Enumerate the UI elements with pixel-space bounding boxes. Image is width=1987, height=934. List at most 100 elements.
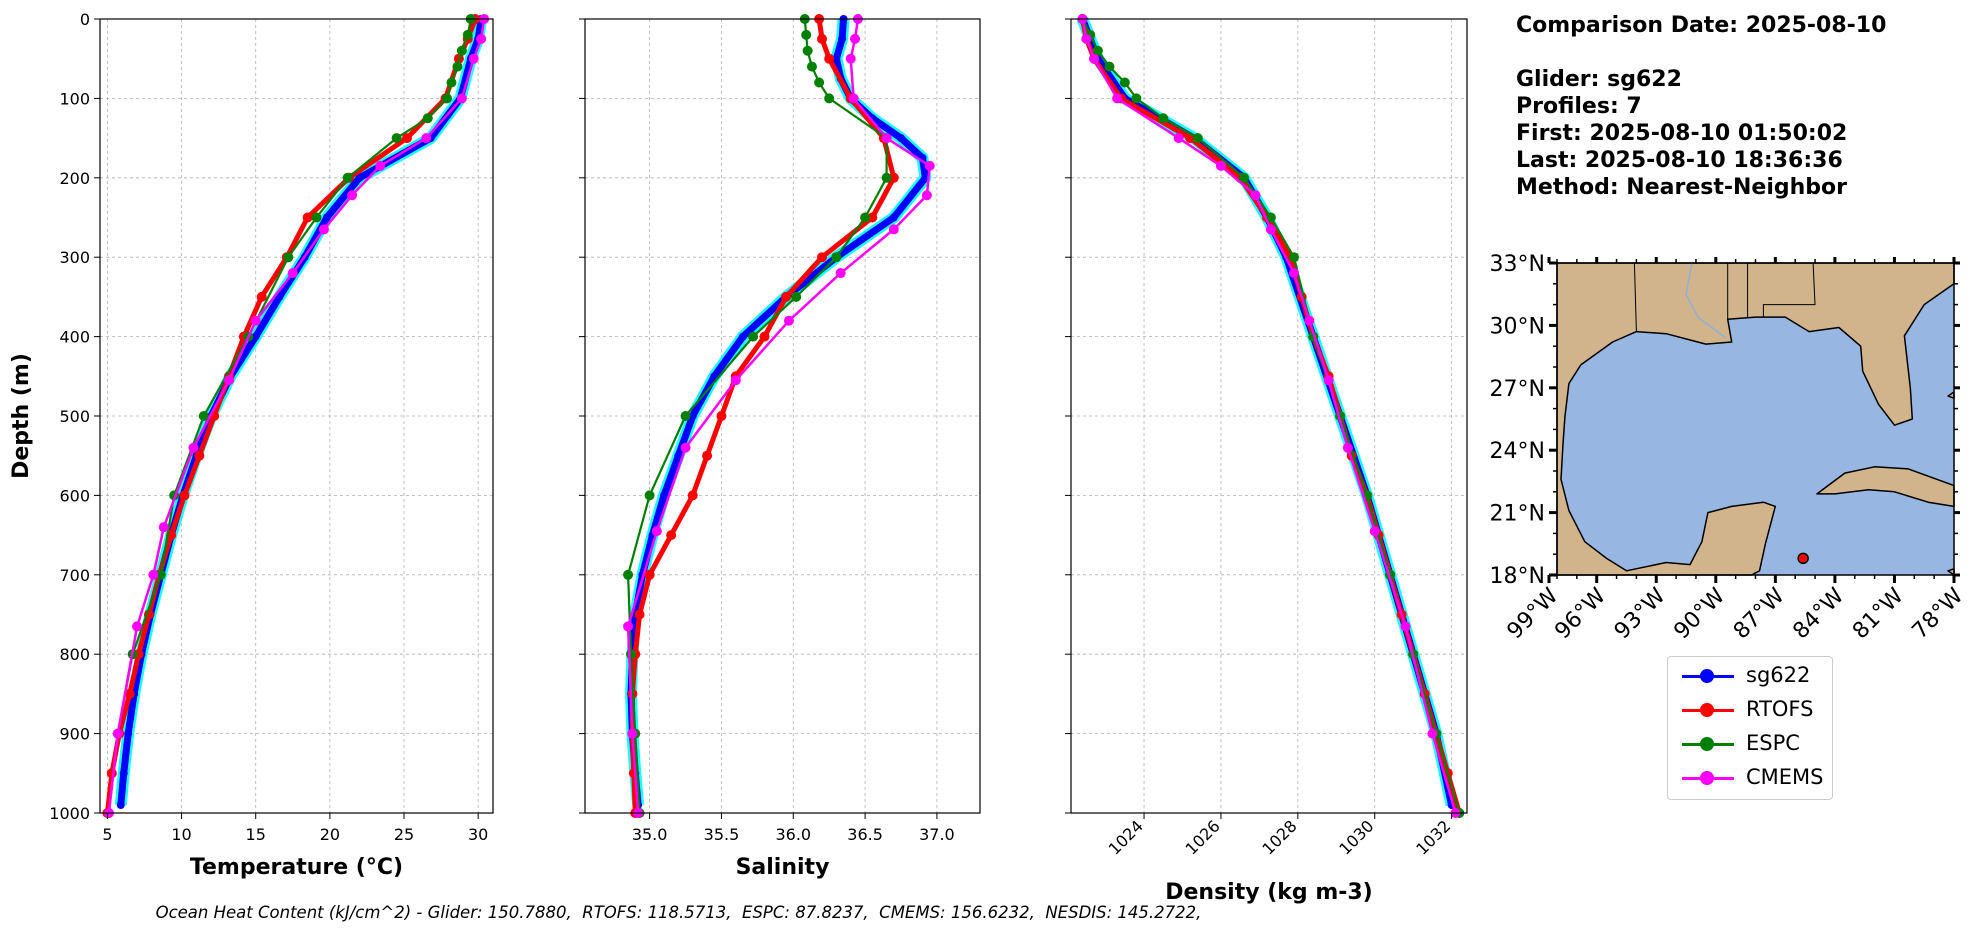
- x-axis-label: Temperature (°C): [190, 855, 403, 880]
- legend-marker-cmems: [1700, 771, 1714, 785]
- data-point-cmems: [1304, 315, 1315, 326]
- data-point-sg622: [116, 801, 125, 810]
- y-tick-label: 700: [59, 566, 90, 585]
- lat-tick-label: 18°N: [1490, 564, 1545, 589]
- data-point-espc: [391, 133, 402, 144]
- data-point-cmems: [250, 315, 261, 326]
- data-point-espc: [198, 411, 209, 421]
- x-tick-label: 1032: [1412, 816, 1454, 858]
- lon-tick-label: 87°W: [1729, 583, 1790, 644]
- data-point-espc: [283, 252, 294, 263]
- data-point-cmems: [921, 190, 932, 201]
- data-point-espc: [456, 45, 467, 56]
- data-point-espc: [806, 61, 817, 72]
- data-point-sg622: [124, 729, 133, 738]
- x-tick-label: 1028: [1258, 816, 1300, 858]
- data-point-cmems: [112, 728, 123, 739]
- series-line-rtofs: [629, 18, 897, 814]
- legend: sg622 RTOFS ESPC CMEMS: [1667, 656, 1833, 800]
- data-point-sg622: [119, 769, 128, 778]
- data-point-espc: [881, 172, 892, 183]
- data-point-cmems: [730, 375, 741, 386]
- comparison-date: Comparison Date: 2025-08-10: [1516, 13, 1887, 38]
- axes-frame: [584, 18, 981, 814]
- ohc-footer: Ocean Heat Content (kJ/cm^2) - Glider: 1…: [155, 903, 1202, 922]
- density-panel: 1024 1026 1028 1030 1032 Density (kg m-3): [1065, 14, 1468, 905]
- legend-marker-espc: [1700, 737, 1714, 751]
- data-point-espc: [625, 649, 636, 660]
- x-tick-label: 20: [320, 825, 340, 844]
- y-tick-label: 0: [80, 10, 90, 29]
- temperature-panel: 5 10 15 20 25 3001002003004005006007008009001…: [9, 10, 494, 880]
- data-point-sg622: [832, 54, 841, 63]
- y-tick-label: 500: [59, 407, 90, 426]
- series-envelope-sg622: [1076, 16, 1458, 807]
- legend-label-espc: ESPC: [1746, 731, 1800, 755]
- data-point-cmems: [476, 33, 487, 44]
- data-point-espc: [831, 252, 842, 263]
- data-point-sg622: [739, 332, 747, 341]
- data-point-cmems: [845, 53, 856, 64]
- data-point-cmems: [1265, 224, 1276, 235]
- y-tick-label: 300: [59, 248, 90, 267]
- data-point-rtofs: [644, 569, 655, 580]
- data-point-cmems: [1112, 93, 1123, 104]
- legend-label-rtofs: RTOFS: [1746, 697, 1814, 721]
- data-point-cmems: [627, 728, 638, 739]
- x-tick-label: 15: [246, 825, 266, 844]
- data-point-espc: [442, 93, 453, 104]
- y-tick-label: 400: [59, 328, 90, 347]
- salinity-panel: 35.0 35.5 36.0 36.5 37.0 Salinity: [579, 14, 981, 880]
- data-point-cmems: [850, 33, 861, 44]
- data-point-cmems: [318, 224, 329, 235]
- data-point-cmems: [1369, 526, 1380, 537]
- data-point-sg622: [688, 412, 697, 420]
- profile-count: Profiles: 7: [1516, 94, 1642, 119]
- data-point-sg622: [322, 213, 331, 222]
- data-point-rtofs: [179, 490, 190, 501]
- data-point-espc: [680, 411, 691, 421]
- x-axis-label: Salinity: [736, 855, 830, 880]
- data-point-cmems: [1081, 33, 1092, 44]
- legend-item-rtofs: RTOFS: [1676, 695, 1826, 725]
- data-point-rtofs: [716, 411, 727, 421]
- data-point-rtofs: [256, 291, 267, 302]
- x-tick-label: 25: [394, 825, 414, 844]
- data-point-espc: [311, 212, 322, 223]
- x-axis-label: Density (kg m-3): [1165, 880, 1373, 905]
- series-line-sg622: [1079, 17, 1456, 806]
- data-point-cmems: [651, 526, 662, 537]
- data-point-sg622: [355, 173, 364, 182]
- data-point-espc: [1265, 212, 1276, 223]
- data-point-cmems: [421, 133, 432, 144]
- state-border: [1633, 262, 1637, 332]
- series-line-espc: [107, 18, 472, 814]
- river-mississippi: [1685, 262, 1727, 339]
- lat-tick-label: 24°N: [1490, 439, 1545, 464]
- legend-item-sg622: sg622: [1676, 661, 1826, 691]
- data-point-rtofs: [759, 331, 770, 342]
- data-point-cmems: [188, 442, 199, 453]
- data-point-espc: [802, 45, 813, 56]
- lon-tick-label: 78°W: [1908, 583, 1969, 644]
- data-point-cmems: [287, 268, 298, 279]
- lon-tick-label: 96°W: [1550, 583, 1611, 644]
- data-point-cmems: [224, 375, 235, 386]
- data-point-espc: [1288, 252, 1299, 263]
- y-tick-label: 200: [59, 169, 90, 188]
- x-tick-label: 36.5: [847, 825, 883, 844]
- data-point-rtofs: [888, 172, 899, 183]
- data-point-espc: [446, 77, 457, 88]
- data-point-sg622: [251, 332, 260, 341]
- data-point-cmems: [468, 53, 479, 64]
- data-point-espc: [422, 113, 433, 124]
- data-point-rtofs: [824, 53, 835, 64]
- x-tick-label: 37.0: [919, 825, 955, 844]
- x-tick-label: 30: [468, 825, 488, 844]
- data-point-sg622: [838, 34, 847, 43]
- x-tick-label: 5: [102, 825, 112, 844]
- data-point-rtofs: [401, 133, 412, 144]
- lat-tick-label: 21°N: [1490, 502, 1545, 527]
- lon-tick-label: 81°W: [1848, 583, 1909, 644]
